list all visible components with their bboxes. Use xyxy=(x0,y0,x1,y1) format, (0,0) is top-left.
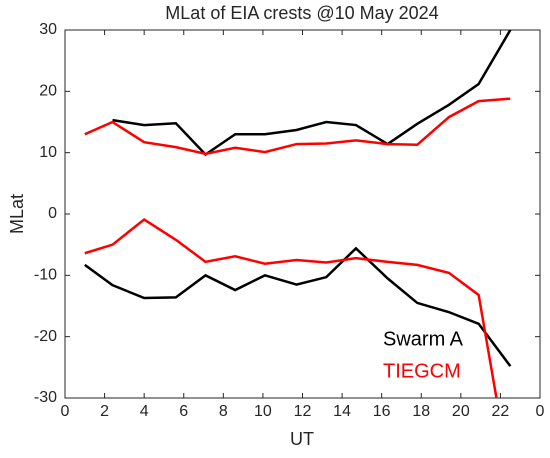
x-tick-label: 12 xyxy=(294,403,312,420)
x-axis-label: UT xyxy=(290,429,314,449)
y-tick-label: -10 xyxy=(34,267,57,284)
x-tick-label: 4 xyxy=(140,403,149,420)
legend-entry: TIEGCM xyxy=(383,360,461,382)
x-tick-label: 0 xyxy=(536,403,545,420)
x-tick-label: 2 xyxy=(100,403,109,420)
y-tick-label: -20 xyxy=(34,328,57,345)
line xyxy=(84,97,511,156)
x-tick-label: 8 xyxy=(219,403,228,420)
legend-entry: Swarm A xyxy=(383,328,464,350)
x-tick-label: 22 xyxy=(492,403,510,420)
x-tick-label: 16 xyxy=(373,403,391,420)
y-tick-label: 30 xyxy=(39,21,57,38)
y-tick-label: -30 xyxy=(34,389,57,406)
x-tick-label: 0 xyxy=(61,403,70,420)
plot-area xyxy=(84,30,512,398)
x-tick-label: 6 xyxy=(179,403,188,420)
plot-frame xyxy=(64,29,541,399)
x-tick-label: 14 xyxy=(333,403,351,420)
y-tick-label: 0 xyxy=(48,205,57,222)
y-tick-label: 20 xyxy=(39,83,57,100)
y-axis-label: MLat xyxy=(7,194,27,234)
y-tick-label: 10 xyxy=(39,144,57,161)
x-tick-label: 10 xyxy=(254,403,272,420)
x-tick-label: 18 xyxy=(412,403,430,420)
x-tick-label: 20 xyxy=(452,403,470,420)
chart-title: MLat of EIA crests @10 May 2024 xyxy=(165,3,438,23)
line xyxy=(84,217,498,398)
line xyxy=(112,30,512,157)
line xyxy=(84,246,512,367)
